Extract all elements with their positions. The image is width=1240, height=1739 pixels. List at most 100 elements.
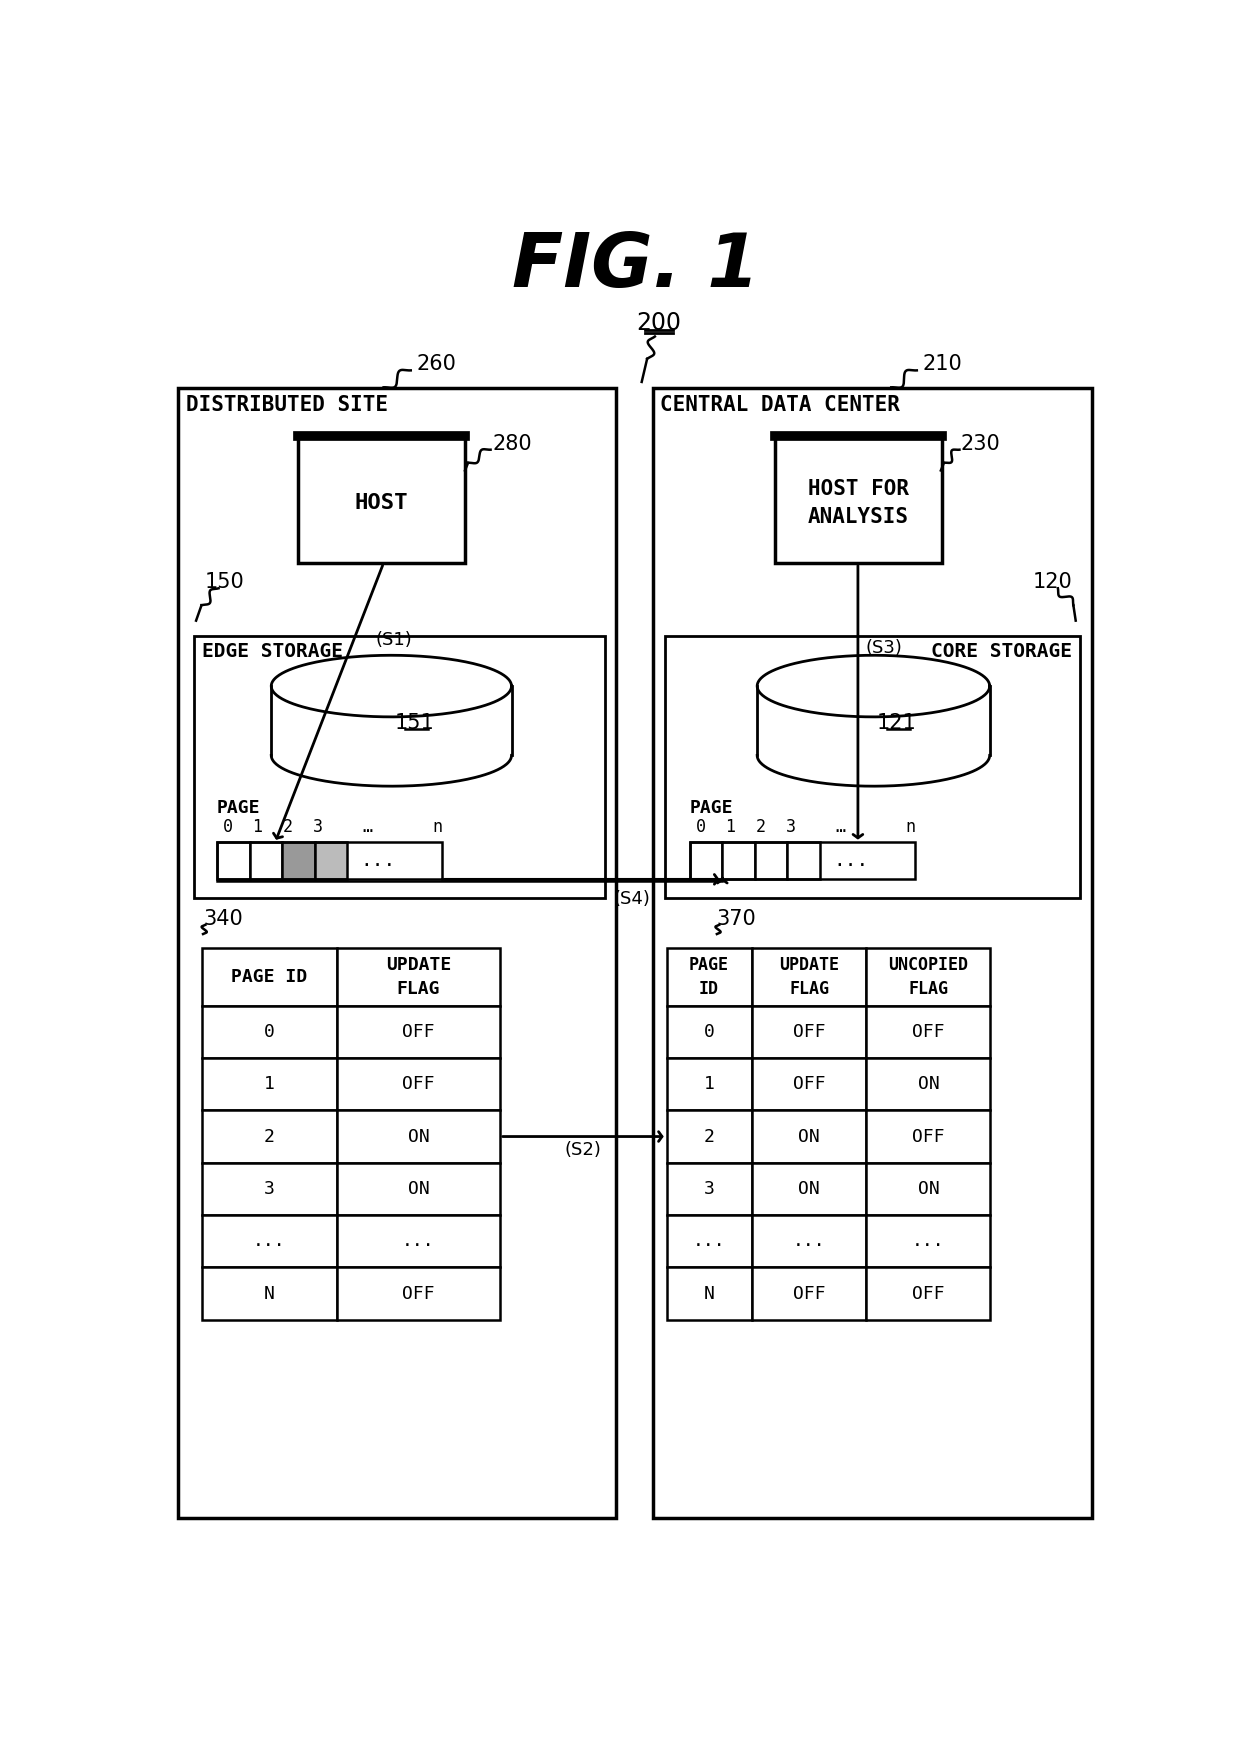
Text: 121: 121 [877, 713, 916, 734]
Bar [775, 436, 941, 563]
Text: 151: 151 [394, 713, 434, 734]
Text: PAGE ID: PAGE ID [231, 969, 308, 986]
Text: OFF: OFF [913, 1023, 945, 1042]
Bar [867, 1268, 991, 1320]
Ellipse shape [272, 725, 511, 786]
Text: 3: 3 [703, 1179, 714, 1198]
Ellipse shape [758, 725, 990, 786]
Text: CENTRAL DATA CENTER: CENTRAL DATA CENTER [660, 395, 900, 416]
Text: ...: ... [792, 1233, 826, 1250]
Bar [867, 1109, 991, 1163]
Bar [337, 1268, 500, 1320]
Text: OFF: OFF [913, 1285, 945, 1303]
Bar [217, 842, 441, 880]
Text: (S4): (S4) [614, 890, 651, 908]
Text: 2: 2 [264, 1127, 275, 1146]
Text: ...: ... [693, 1233, 725, 1250]
Bar [755, 842, 787, 880]
Bar [667, 1268, 751, 1320]
Bar [667, 1005, 751, 1057]
Bar [751, 1268, 867, 1320]
Bar [201, 948, 337, 1005]
Bar [751, 1005, 867, 1057]
Bar [249, 842, 283, 880]
Text: 2: 2 [703, 1127, 714, 1146]
Text: OFF: OFF [913, 1127, 945, 1146]
Text: 1: 1 [703, 1075, 714, 1094]
Bar [272, 687, 511, 755]
Text: ...: ... [402, 1233, 435, 1250]
Text: 230: 230 [961, 433, 1001, 454]
Text: FIG. 1: FIG. 1 [512, 230, 759, 303]
Text: OFF: OFF [792, 1023, 826, 1042]
Bar [217, 842, 249, 880]
Text: 0  1  2  3    …      n: 0 1 2 3 … n [696, 817, 916, 836]
Text: CORE STORAGE: CORE STORAGE [931, 642, 1071, 661]
Text: 0: 0 [264, 1023, 275, 1042]
Text: 150: 150 [205, 572, 244, 593]
Text: ON: ON [799, 1179, 820, 1198]
Bar [867, 1057, 991, 1109]
Bar [337, 1216, 500, 1268]
Bar [751, 1163, 867, 1216]
Text: ON: ON [408, 1179, 429, 1198]
Text: EDGE STORAGE: EDGE STORAGE [201, 642, 342, 661]
Text: N: N [703, 1285, 714, 1303]
Bar [787, 842, 820, 880]
Bar [337, 948, 500, 1005]
Text: ON: ON [799, 1127, 820, 1146]
Bar [751, 1109, 867, 1163]
Bar [667, 948, 751, 1005]
Text: OFF: OFF [402, 1285, 435, 1303]
Text: PAGE: PAGE [217, 798, 260, 817]
Text: ...: ... [833, 852, 868, 871]
Text: ON: ON [918, 1179, 940, 1198]
Text: 0  1  2  3    …      n: 0 1 2 3 … n [223, 817, 443, 836]
Text: PAGE
ID: PAGE ID [689, 956, 729, 998]
Text: HOST FOR
ANALYSIS: HOST FOR ANALYSIS [807, 480, 909, 527]
Bar [667, 1216, 751, 1268]
Text: PAGE: PAGE [689, 798, 733, 817]
Text: HOST: HOST [355, 494, 408, 513]
Bar [179, 388, 616, 1518]
Bar [665, 636, 1080, 897]
Bar [201, 1163, 337, 1216]
Bar [201, 1268, 337, 1320]
Bar [867, 1005, 991, 1057]
Text: 200: 200 [636, 311, 681, 334]
Text: 1: 1 [264, 1075, 275, 1094]
Bar [299, 436, 465, 563]
Text: 210: 210 [923, 355, 962, 374]
Bar [667, 1057, 751, 1109]
Text: (S2): (S2) [564, 1141, 601, 1160]
Text: UNCOPIED
FLAG: UNCOPIED FLAG [888, 956, 968, 998]
Bar [867, 948, 991, 1005]
Bar [751, 1216, 867, 1268]
Text: ...: ... [253, 1233, 285, 1250]
Text: DISTRIBUTED SITE: DISTRIBUTED SITE [186, 395, 388, 416]
Bar [337, 1005, 500, 1057]
Text: 120: 120 [1033, 572, 1073, 593]
Text: OFF: OFF [402, 1023, 435, 1042]
Bar [337, 1109, 500, 1163]
Bar [722, 842, 755, 880]
Bar [201, 1109, 337, 1163]
Bar [315, 842, 347, 880]
Ellipse shape [272, 656, 511, 716]
Ellipse shape [758, 656, 990, 716]
Text: UPDATE
FLAG: UPDATE FLAG [386, 956, 451, 998]
Text: (S3): (S3) [866, 638, 903, 657]
Bar [201, 1005, 337, 1057]
Text: 3: 3 [264, 1179, 275, 1198]
Text: N: N [264, 1285, 275, 1303]
Bar [193, 636, 605, 897]
Text: ON: ON [408, 1127, 429, 1146]
Bar [201, 1216, 337, 1268]
Text: OFF: OFF [792, 1075, 826, 1094]
Text: 370: 370 [717, 908, 756, 929]
Text: (S1): (S1) [376, 631, 413, 649]
Text: OFF: OFF [402, 1075, 435, 1094]
Bar [867, 1163, 991, 1216]
Bar [667, 1109, 751, 1163]
Bar [689, 842, 722, 880]
